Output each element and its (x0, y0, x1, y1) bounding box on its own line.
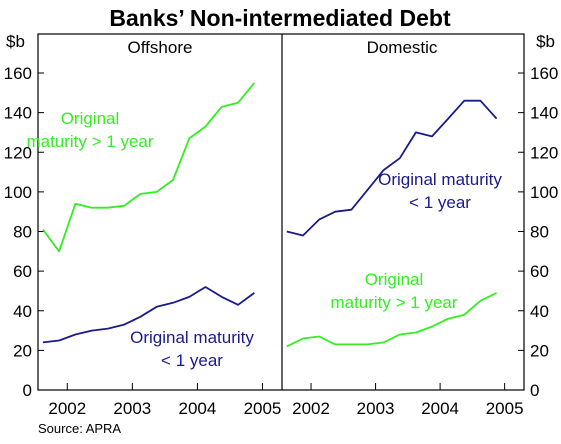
y-tick-label-left: 80 (13, 223, 32, 242)
x-tick-label: 2004 (178, 399, 216, 418)
y-tick-label-right: 80 (530, 223, 549, 242)
x-tick-label: 2002 (292, 399, 330, 418)
plot-frame (37, 33, 525, 391)
y-tick-label-left: 40 (13, 302, 32, 321)
y-tick-label-right: 0 (530, 381, 539, 400)
source-note: Source: APRA (38, 421, 121, 436)
x-tick-label: 2005 (244, 399, 282, 418)
chart-title: Banks’ Non-intermediated Debt (109, 5, 451, 31)
y-tick-label-left: 60 (13, 262, 32, 281)
annotation-text: maturity > 1 year (26, 132, 153, 151)
series-line-domestic-long (286, 292, 497, 348)
y-tick-label-right: 20 (530, 341, 549, 360)
x-tick-label: 2002 (48, 399, 86, 418)
series-line-offshore-long (42, 82, 255, 253)
x-tick-label: 2003 (113, 399, 151, 418)
annotation-text: < 1 year (409, 193, 471, 212)
annotation-text: Original maturity (378, 170, 502, 189)
series-line-domestic-short (286, 99, 498, 237)
x-tick-label: 2005 (486, 399, 524, 418)
annotation-text: maturity > 1 year (330, 293, 457, 312)
y-tick-label-left: 0 (23, 381, 32, 400)
annotation-text: < 1 year (161, 351, 223, 370)
y-tick-label-right: 100 (530, 183, 558, 202)
y-tick-label-left: 120 (4, 143, 32, 162)
panel-title-offshore: Offshore (128, 38, 193, 57)
annotation-text: Original (61, 109, 120, 128)
annotation-text: Original (365, 270, 424, 289)
x-tick-label: 2003 (357, 399, 395, 418)
panel-title-domestic: Domestic (367, 38, 438, 57)
y-unit-left: $b (6, 32, 25, 51)
y-tick-label-right: 160 (530, 64, 558, 83)
annotation-text: Original maturity (130, 328, 254, 347)
y-tick-label-left: 140 (4, 104, 32, 123)
y-tick-label-left: 100 (4, 183, 32, 202)
y-tick-label-left: 20 (13, 341, 32, 360)
y-unit-right: $b (536, 32, 555, 51)
y-tick-label-right: 120 (530, 143, 558, 162)
y-tick-label-right: 40 (530, 302, 549, 321)
series-line-offshore-short (42, 286, 255, 344)
y-tick-label-right: 140 (530, 104, 558, 123)
y-tick-label-left: 160 (4, 64, 32, 83)
y-tick-label-right: 60 (530, 262, 549, 281)
x-tick-label: 2004 (421, 399, 459, 418)
